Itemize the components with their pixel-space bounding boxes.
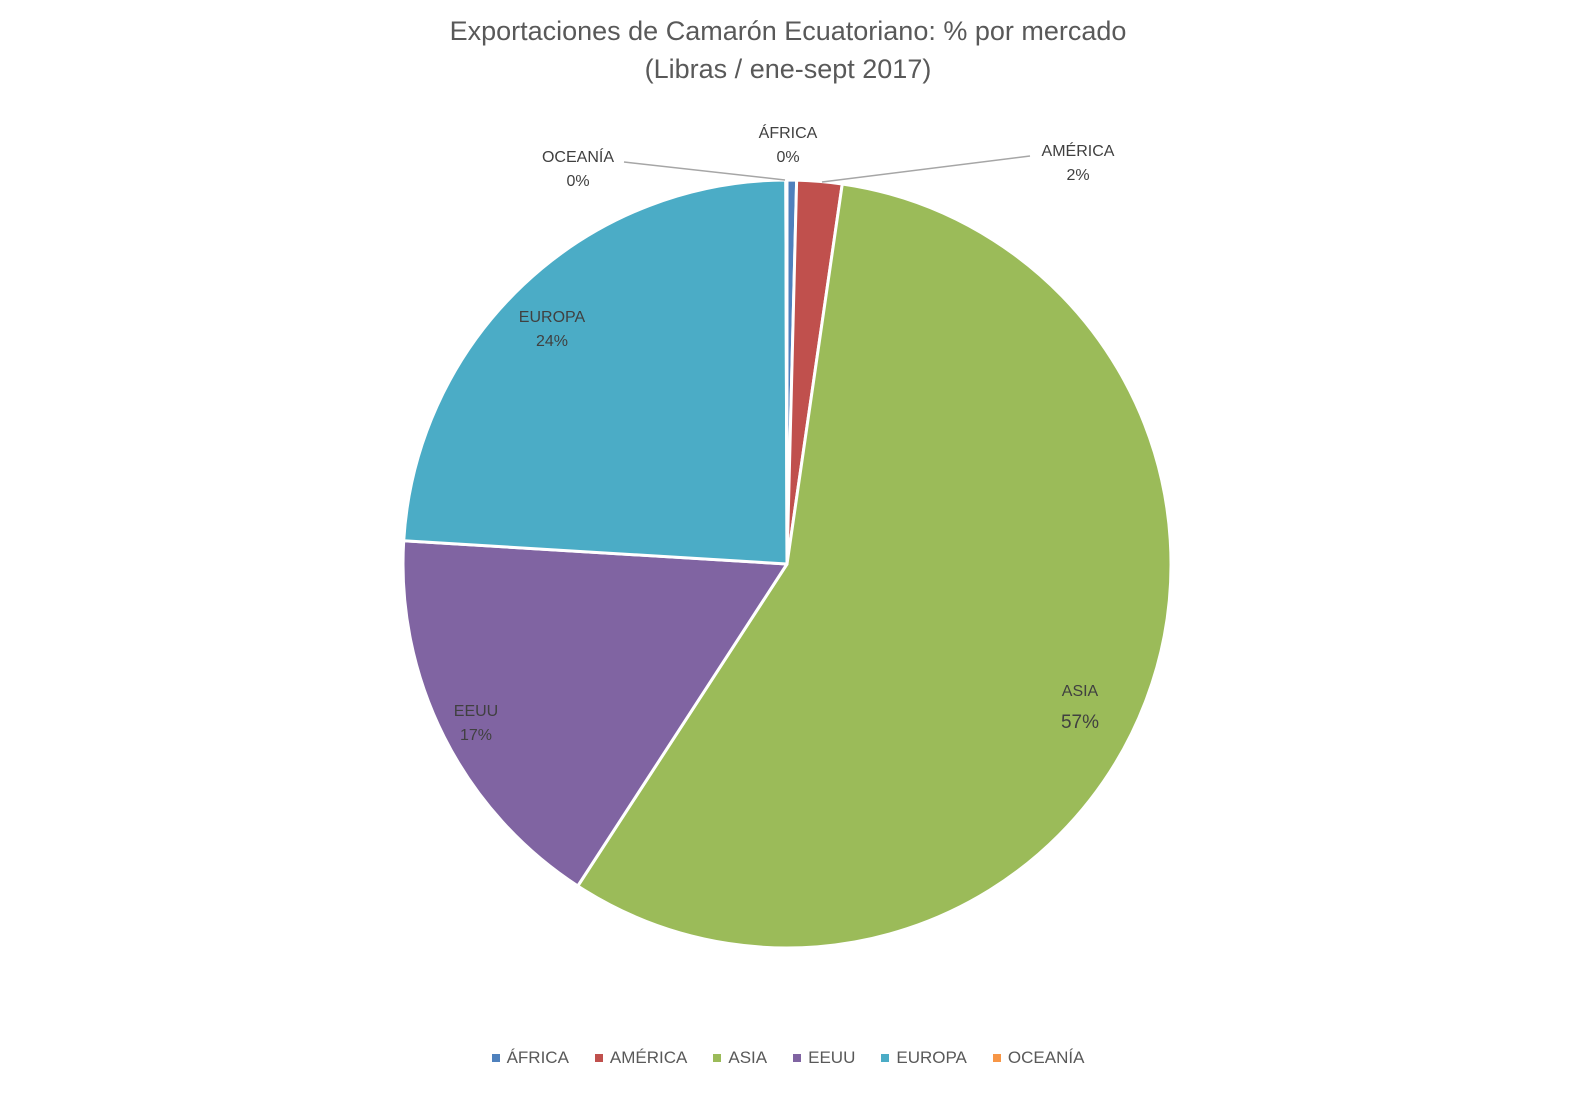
pie-slice-eeuu — [401, 539, 789, 888]
chart-title: Exportaciones de Camarón Ecuatoriano: % … — [449, 16, 1127, 46]
pie-slices — [401, 178, 1173, 950]
pie-chart: ÁFRICA 0% AMÉRICA 2% ASIA 57% EEUU 17% EUROPA 24%… — [401, 123, 1173, 950]
legend-swatch-eeuu — [793, 1054, 802, 1062]
legend-swatch-asia — [713, 1054, 722, 1062]
slice-label-name-america: AMÉRICA — [1042, 141, 1115, 160]
slice-label-name-asia: ASIA — [1062, 683, 1099, 700]
legend-label-asia: ASIA — [728, 1048, 768, 1067]
slice-label-value-oceania: 0% — [566, 173, 589, 190]
legend-item-america: AMÉRICA — [594, 1048, 688, 1068]
leader-line-oceania — [623, 161, 786, 181]
slice-labels: ÁFRICA 0% AMÉRICA 2% ASIA 57% EEUU 17% EUROPA 24%… — [454, 123, 1115, 744]
legend-swatch-america — [594, 1054, 603, 1062]
slice-label-name-europa: EUROPA — [519, 309, 586, 326]
legend-label-africa: ÁFRICA — [506, 1048, 569, 1067]
legend-label-america: AMÉRICA — [609, 1048, 688, 1067]
legend-item-eeuu: EEUU — [793, 1048, 855, 1068]
slice-label-value-europa: 24% — [536, 333, 568, 350]
slice-label-name-africa: ÁFRICA — [759, 123, 818, 142]
slice-label-value-america: 2% — [1066, 167, 1089, 184]
legend-swatch-africa — [491, 1054, 500, 1062]
legend-label-eeuu: EEUU — [808, 1048, 856, 1067]
pie-slice-asia — [576, 182, 1173, 950]
slice-label-value-asia: 57% — [1061, 712, 1099, 733]
slice-label-name-oceania: OCEANÍA — [542, 147, 614, 166]
leader-line-america — [821, 155, 1031, 183]
legend-item-europa: EUROPA — [881, 1048, 967, 1068]
legend-item-africa: ÁFRICA — [491, 1048, 569, 1068]
legend-label-europa: EUROPA — [896, 1048, 967, 1067]
legend-swatch-europa — [881, 1054, 890, 1062]
pie-slice-europa — [402, 178, 789, 566]
slice-label-value-africa: 0% — [776, 149, 799, 166]
chart-subtitle: (Libras / ene-sept 2017) — [644, 54, 932, 84]
slice-label-name-eeuu: EEUU — [454, 703, 498, 720]
leader-lines — [623, 155, 1031, 183]
legend-label-oceania: OCEANÍA — [1007, 1048, 1085, 1067]
chart-legend: ÁFRICA AMÉRICA ASIA EEUU EUROPA OCEANÍA — [0, 1048, 1576, 1068]
legend-swatch-oceania — [992, 1054, 1001, 1062]
slice-label-value-eeuu: 17% — [460, 727, 492, 744]
legend-item-oceania: OCEANÍA — [992, 1048, 1085, 1068]
pie-slice-oceania — [784, 178, 789, 566]
chart-title-block: Exportaciones de Camarón Ecuatoriano: % … — [0, 12, 1576, 88]
legend-item-asia: ASIA — [713, 1048, 767, 1068]
